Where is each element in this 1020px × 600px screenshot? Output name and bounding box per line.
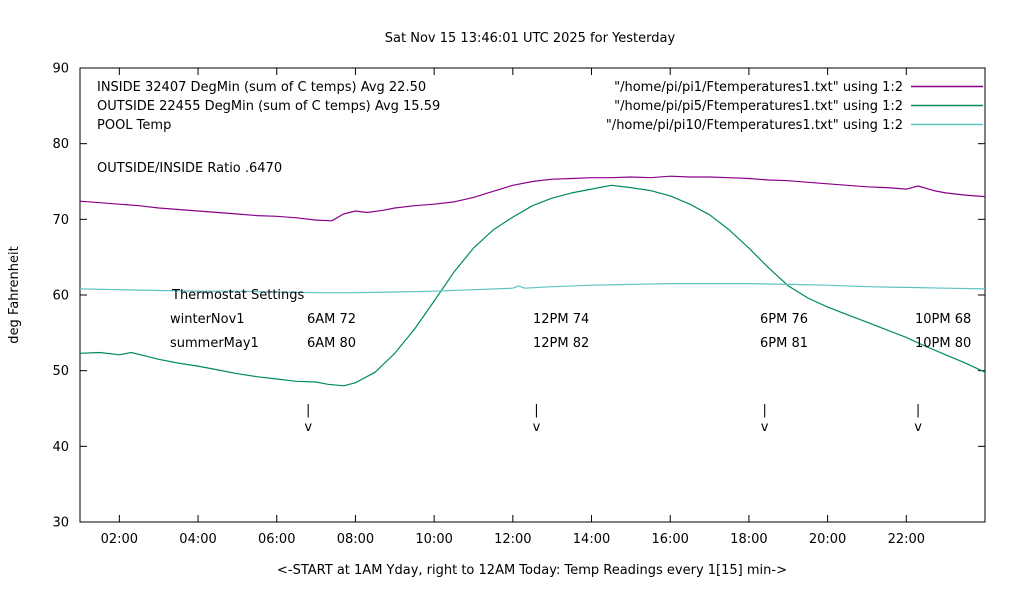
thermostat-winter-6am: 6AM 72	[307, 312, 356, 327]
series-line-pool	[79, 283, 986, 294]
ratio-annotation: OUTSIDE/INSIDE Ratio .6470	[97, 161, 282, 176]
x-tick-label: 14:00	[573, 532, 610, 547]
legend-file-outside: "/home/pi/pi5/Ftemperatures1.txt" using …	[614, 99, 903, 114]
thermostat-summer-6pm: 6PM 81	[760, 336, 808, 351]
series-line-outside	[79, 184, 986, 387]
y-tick-label: 90	[52, 62, 69, 77]
legend-label-pool: POOL Temp	[97, 118, 171, 133]
chart-title: Sat Nov 15 13:46:01 UTC 2025 for Yesterd…	[385, 31, 676, 46]
x-tick-label: 04:00	[179, 532, 216, 547]
legend-label-outside: OUTSIDE 22455 DegMin (sum of C temps) Av…	[97, 99, 440, 114]
thermostat-winter-name: winterNov1	[170, 312, 245, 327]
event-marker-bar-icon: |	[762, 403, 766, 418]
event-marker-bar-icon: |	[916, 403, 920, 418]
thermostat-winter-6pm: 6PM 76	[760, 312, 808, 327]
x-tick-label: 22:00	[888, 532, 925, 547]
y-tick-label: 60	[52, 289, 69, 304]
event-marker-arrow-icon: v	[533, 420, 541, 435]
event-marker-arrow-icon: v	[914, 420, 922, 435]
legend-file-inside: "/home/pi/pi1/Ftemperatures1.txt" using …	[614, 80, 903, 95]
event-marker-bar-icon: |	[534, 403, 538, 418]
y-tick-label: 50	[52, 364, 69, 379]
series-line-inside	[79, 175, 986, 222]
x-tick-label: 18:00	[730, 532, 767, 547]
thermostat-settings-title: Thermostat Settings	[171, 288, 305, 303]
y-tick-label: 30	[52, 516, 69, 531]
x-tick-label: 08:00	[337, 532, 374, 547]
thermostat-summer-name: summerMay1	[170, 336, 259, 351]
event-marker-arrow-icon: v	[761, 420, 769, 435]
y-tick-label: 40	[52, 440, 69, 455]
x-tick-label: 10:00	[415, 532, 452, 547]
thermostat-row-winter: winterNov1 6AM 72 12PM 74 6PM 76 10PM 68	[170, 312, 971, 327]
x-tick-label: 06:00	[258, 532, 295, 547]
x-tick-label: 02:00	[101, 532, 138, 547]
thermostat-row-summer: summerMay1 6AM 80 12PM 82 6PM 81 10PM 80	[170, 336, 971, 351]
event-marker-arrow-icon: v	[304, 420, 312, 435]
thermostat-summer-6am: 6AM 80	[307, 336, 356, 351]
x-tick-label: 16:00	[651, 532, 688, 547]
thermostat-winter-12pm: 12PM 74	[533, 312, 589, 327]
chart-generated-layer: 02:00 04:00 06:00 08:00 10:00 12:00 14:00 16:00…	[52, 62, 986, 547]
thermostat-winter-10pm: 10PM 68	[915, 312, 971, 327]
y-tick-label: 80	[52, 137, 69, 152]
event-marker-bar-icon: |	[306, 403, 310, 418]
x-axis-label: <-START at 1AM Yday, right to 12AM Today…	[277, 563, 787, 578]
x-tick-label: 20:00	[809, 532, 846, 547]
x-tick-label: 12:00	[494, 532, 531, 547]
legend-label-inside: INSIDE 32407 DegMin (sum of C temps) Avg…	[97, 80, 426, 95]
thermostat-summer-12pm: 12PM 82	[533, 336, 589, 351]
thermostat-summer-10pm: 10PM 80	[915, 336, 971, 351]
y-tick-label: 70	[52, 213, 69, 228]
y-axis-label: deg Fahrenheit	[7, 246, 22, 343]
legend-file-pool: "/home/pi/pi10/Ftemperatures1.txt" using…	[606, 118, 903, 133]
